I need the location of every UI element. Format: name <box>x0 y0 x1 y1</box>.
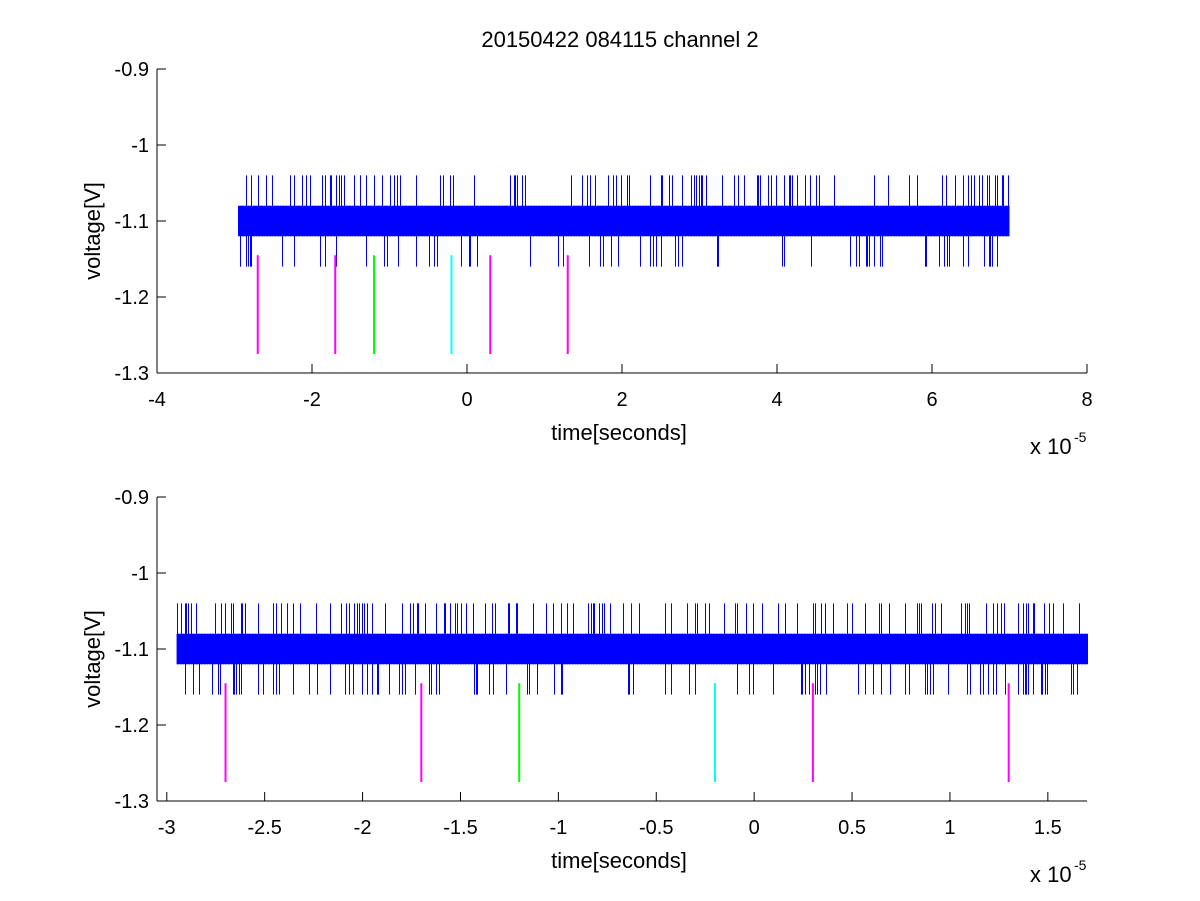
chart-1-signal-band <box>176 633 1087 665</box>
top-plot: -1.3 -1.2 -1.1 -1 -0.9 -4 -2 0 2 4 6 8 time[seconds]… <box>80 59 1093 459</box>
figure-title: 20150422 084115 channel 2 <box>481 27 758 52</box>
chart-0-signal-series <box>238 175 1010 267</box>
chart-1-x-tick-label: -3 <box>158 817 176 839</box>
chart-0-y-tick-label: -1.3 <box>115 363 149 385</box>
chart-0-x-tick-label: -4 <box>148 389 166 411</box>
chart-0-y-axis-label: voltage[V] <box>80 182 105 280</box>
chart-1-x-tick-label: -1.5 <box>443 817 477 839</box>
chart-1-y-tick-label: -1.2 <box>115 715 149 737</box>
chart-1-x-tick-label: 0 <box>749 817 760 839</box>
chart-0-y-tick-label: -0.9 <box>115 59 149 81</box>
chart-1-x-multiplier-exponent: -5 <box>1074 857 1087 873</box>
chart-0-x-axis-label: time[seconds] <box>551 420 687 445</box>
chart-1-y-tick-label: -0.9 <box>115 487 149 509</box>
chart-1-x-tick-label: -0.5 <box>639 817 673 839</box>
chart-1-signal-series <box>176 603 1088 695</box>
chart-1-y-tick-label: -1.3 <box>115 791 149 813</box>
chart-0-signal-band <box>238 205 1010 237</box>
chart-1-x-axis-label: time[seconds] <box>551 848 687 873</box>
chart-0-y-tick-label: -1.1 <box>115 211 149 233</box>
chart-0-x-tick-label: 4 <box>771 389 782 411</box>
chart-0-x-tick-label: 0 <box>461 389 472 411</box>
chart-0-x-multiplier-exponent: -5 <box>1074 429 1087 445</box>
chart-1-x-tick-label: -1 <box>549 817 567 839</box>
chart-1-x-tick-label: -2.5 <box>247 817 281 839</box>
chart-0-y-tick-label: -1.2 <box>115 287 149 309</box>
chart-0-x-tick-label: 6 <box>926 389 937 411</box>
chart-1-x-tick-label: 1.5 <box>1034 817 1062 839</box>
chart-1-x-tick-label: 0.5 <box>838 817 866 839</box>
chart-0-x-multiplier: x 10 <box>1030 434 1072 459</box>
chart-1-y-tick-label: -1 <box>131 563 149 585</box>
bottom-plot: -1.3 -1.2 -1.1 -1 -0.9 -3 -2.5 -2 -1.5 -1 -0.5 0 0.5… <box>80 487 1088 887</box>
chart-1-x-tick-label: -2 <box>354 817 372 839</box>
chart-0-x-tick-label: -2 <box>303 389 321 411</box>
chart-1-x-multiplier: x 10 <box>1030 862 1072 887</box>
chart-1-x-tick-label: 1 <box>944 817 955 839</box>
chart-0-x-tick-label: 2 <box>616 389 627 411</box>
chart-1-y-axis-label: voltage[V] <box>80 610 105 708</box>
chart-0-x-tick-label: 8 <box>1081 389 1092 411</box>
chart-1-y-tick-label: -1.1 <box>115 639 149 661</box>
chart-0-y-tick-label: -1 <box>131 135 149 157</box>
